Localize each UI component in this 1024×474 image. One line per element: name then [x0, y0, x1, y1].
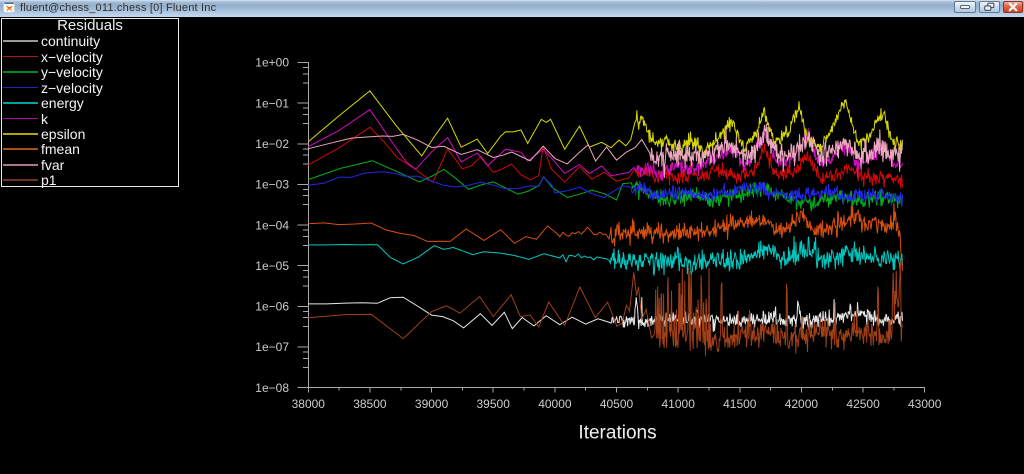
svg-text:38500: 38500 [353, 397, 387, 411]
svg-text:Iterations: Iterations [578, 423, 656, 444]
svg-text:1e−06: 1e−06 [255, 300, 289, 314]
svg-text:1e−02: 1e−02 [255, 137, 289, 151]
svg-text:1e−05: 1e−05 [255, 259, 289, 273]
svg-text:1e−03: 1e−03 [255, 178, 289, 192]
svg-text:42500: 42500 [846, 397, 880, 411]
svg-text:43000: 43000 [908, 397, 942, 411]
svg-text:41500: 41500 [723, 397, 757, 411]
svg-text:39500: 39500 [477, 397, 511, 411]
svg-text:38000: 38000 [292, 397, 326, 411]
svg-text:41000: 41000 [662, 397, 696, 411]
svg-text:42000: 42000 [785, 397, 819, 411]
svg-text:39000: 39000 [415, 397, 449, 411]
svg-text:1e−07: 1e−07 [255, 340, 289, 354]
svg-text:1e−08: 1e−08 [255, 381, 289, 395]
svg-text:40000: 40000 [538, 397, 572, 411]
svg-text:1e+00: 1e+00 [255, 56, 289, 70]
svg-text:40500: 40500 [600, 397, 634, 411]
svg-text:1e−01: 1e−01 [255, 96, 289, 110]
svg-text:1e−04: 1e−04 [255, 218, 289, 232]
